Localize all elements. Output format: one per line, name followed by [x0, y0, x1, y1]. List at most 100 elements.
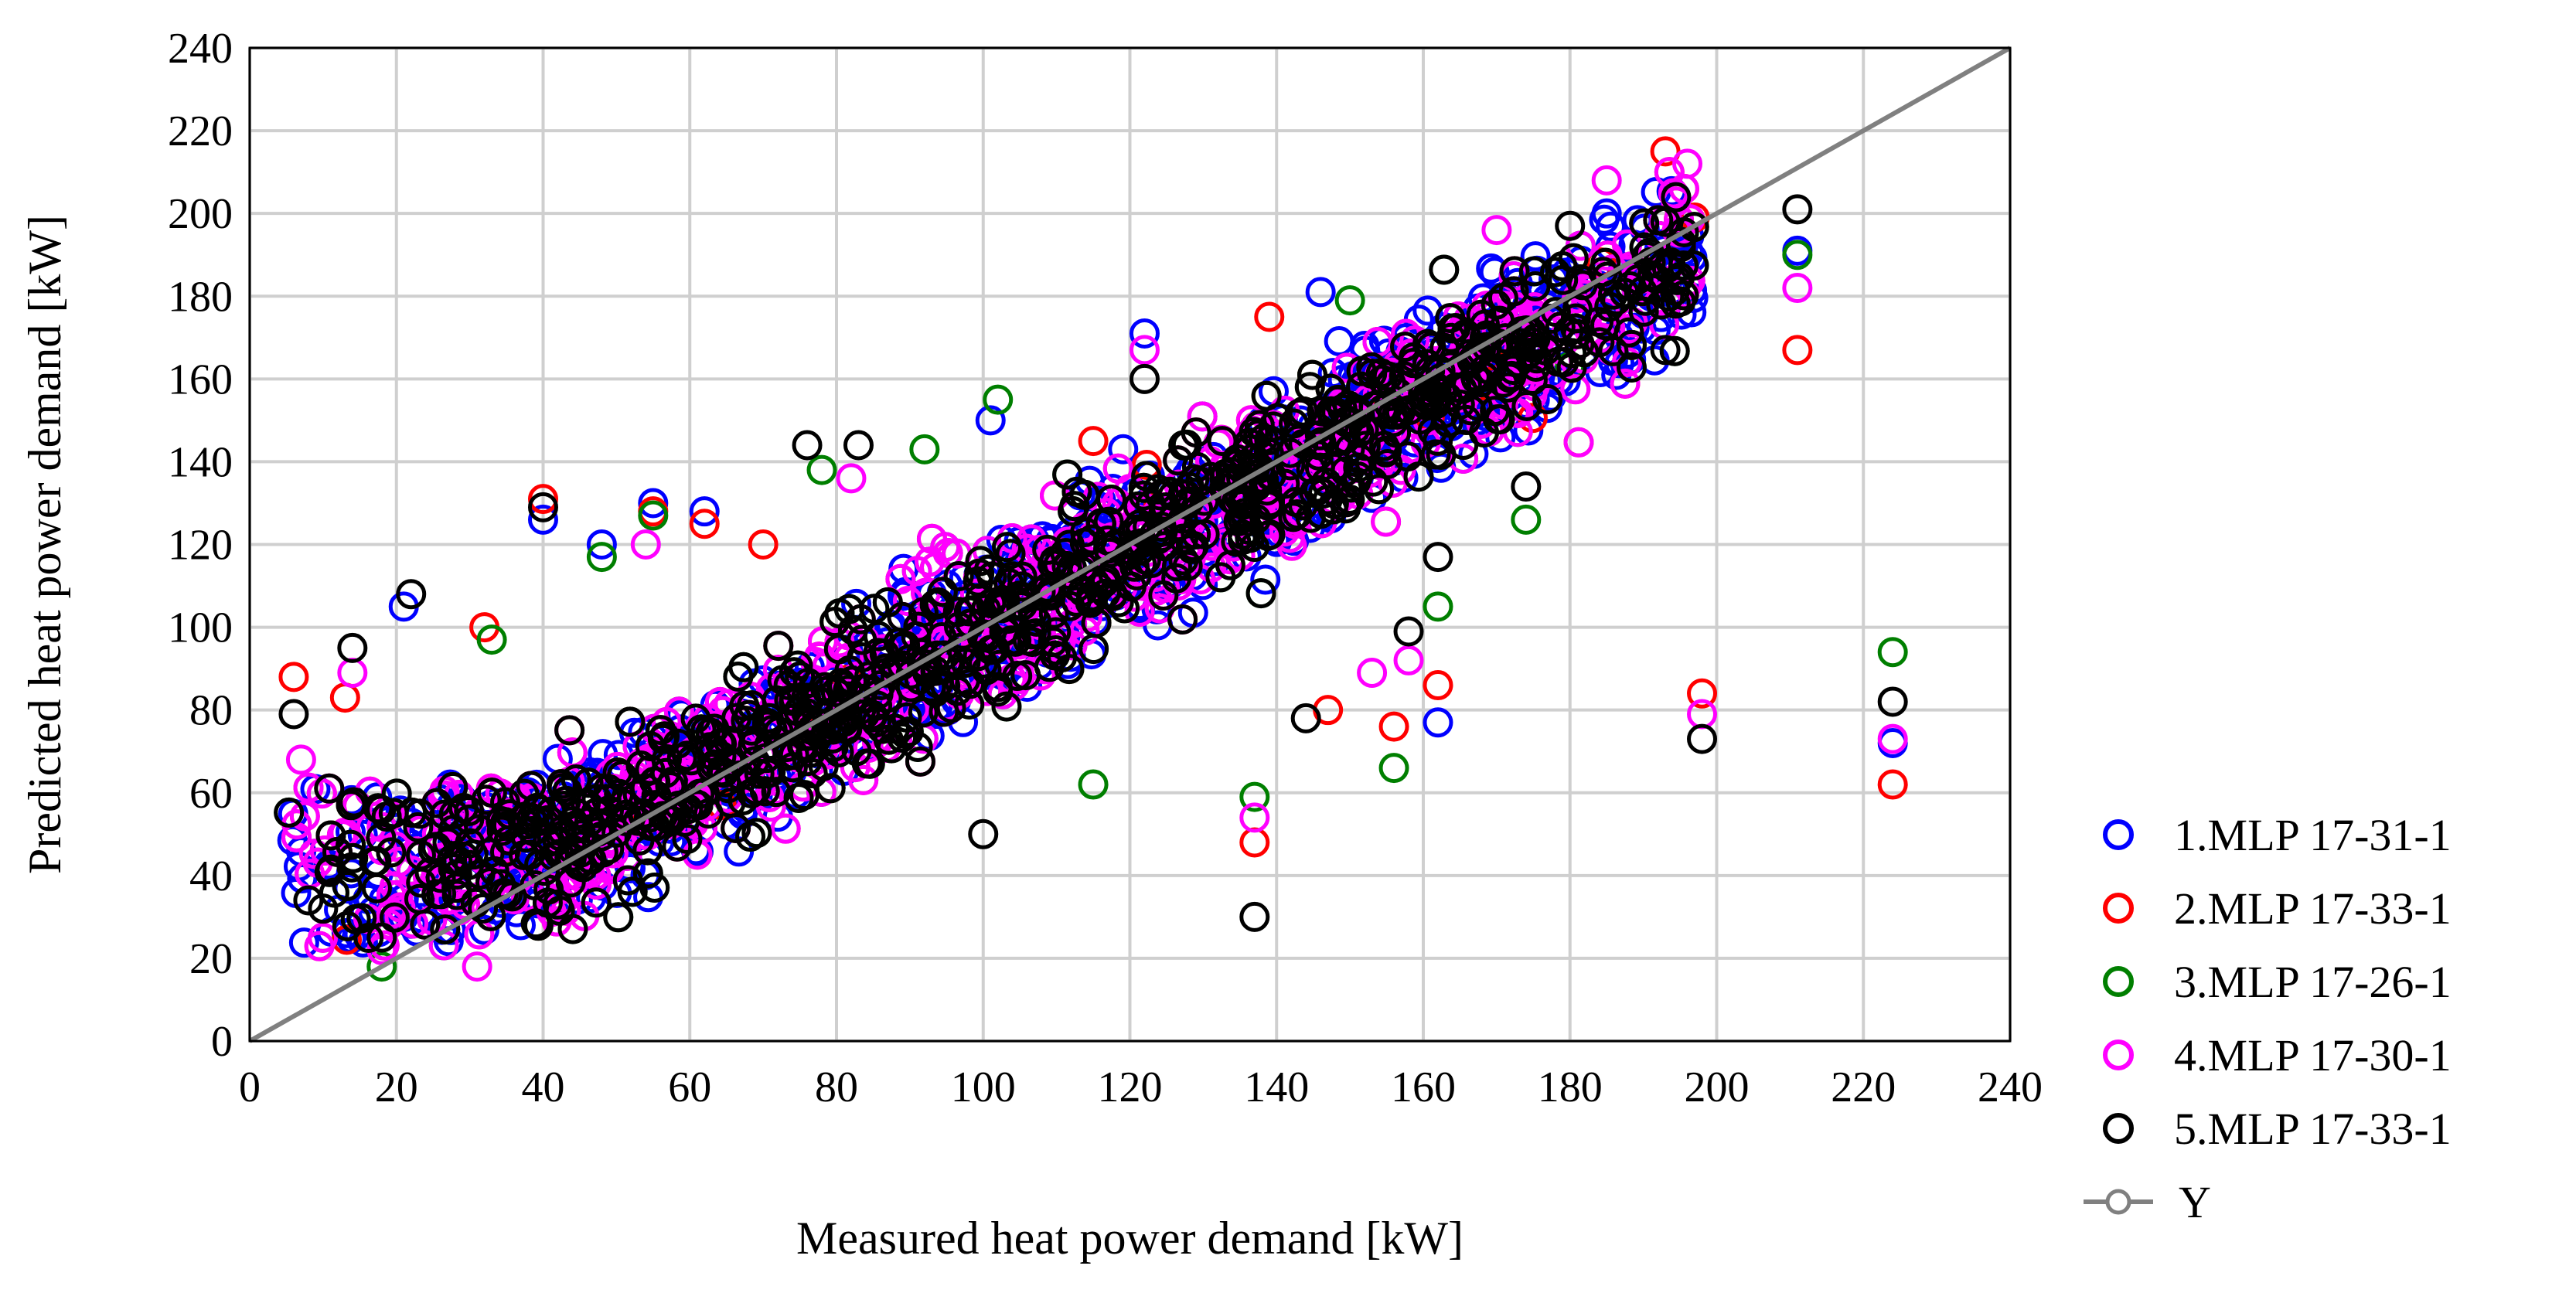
- data-point-outlier: [1393, 616, 1424, 647]
- x-tick-label: 120: [1098, 1063, 1163, 1111]
- data-point-outlier: [1129, 335, 1160, 366]
- y-tick-label: 240: [168, 25, 233, 73]
- data-point: [1583, 306, 1614, 337]
- data-point-outlier: [462, 951, 492, 982]
- data-point: [556, 842, 587, 873]
- data-point-outlier: [528, 492, 558, 522]
- data-point: [908, 697, 939, 728]
- data-point-outlier: [689, 496, 720, 527]
- data-point-outlier: [1129, 318, 1160, 349]
- data-point: [1389, 332, 1420, 362]
- data-point: [1331, 487, 1362, 518]
- data-point-outlier: [638, 488, 669, 519]
- data-point-outlier: [1129, 363, 1160, 394]
- data-point: [1616, 329, 1647, 360]
- data-point: [904, 664, 935, 695]
- data-point-outlier: [1877, 769, 1908, 800]
- data-point: [1564, 328, 1595, 359]
- y-tick-label: 60: [189, 770, 233, 818]
- legend-label: 2.MLP 17-33-1: [2174, 883, 2452, 934]
- data-point: [1148, 580, 1179, 611]
- data-point-outlier: [586, 529, 617, 560]
- x-tick-label: 20: [375, 1063, 418, 1111]
- data-point: [773, 669, 804, 700]
- legend-label: 3.MLP 17-26-1: [2174, 957, 2452, 1007]
- data-point: [554, 715, 585, 746]
- data-point: [1172, 550, 1203, 581]
- data-point: [1251, 380, 1282, 411]
- data-point-outlier: [1782, 273, 1813, 304]
- data-point: [602, 757, 633, 788]
- data-point: [1616, 352, 1647, 383]
- data-point-outlier: [975, 405, 1006, 436]
- legend-marker: [2105, 1189, 2131, 1215]
- data-point: [763, 631, 794, 662]
- y-tick-label: 220: [168, 107, 233, 155]
- data-point: [1128, 480, 1159, 511]
- legend-marker: [2103, 893, 2134, 924]
- data-point-outlier: [1393, 645, 1424, 675]
- data-point: [991, 691, 1022, 722]
- data-point-outlier: [1239, 781, 1270, 812]
- data-point: [639, 873, 670, 903]
- data-point: [380, 831, 411, 862]
- data-point: [603, 902, 634, 933]
- data-point: [632, 858, 663, 889]
- data-point-outlier: [1782, 335, 1813, 366]
- data-point: [789, 730, 819, 761]
- data-point: [1245, 453, 1276, 484]
- data-point-outlier: [792, 430, 823, 461]
- data-point: [339, 787, 370, 818]
- data-point: [1038, 598, 1069, 629]
- data-point-outlier: [476, 624, 507, 655]
- data-point-outlier: [983, 384, 1014, 415]
- legend-marker: [2103, 819, 2134, 850]
- y-tick-label: 20: [189, 935, 233, 983]
- data-point: [414, 857, 445, 888]
- data-point: [1520, 271, 1551, 301]
- data-point: [854, 748, 885, 779]
- data-point: [1083, 573, 1114, 604]
- data-point-outlier: [1782, 194, 1813, 225]
- x-axis-ticks: 0 20 40 60 80 100 120 140 160 180 200 220 240: [239, 1063, 2043, 1111]
- y-tick-label: 200: [168, 190, 233, 238]
- data-point: [454, 849, 485, 880]
- data-point-outlier: [293, 885, 324, 916]
- data-point: [1061, 476, 1092, 507]
- legend-marker: [2103, 1040, 2134, 1070]
- data-point: [1584, 327, 1615, 358]
- data-point: [1021, 618, 1051, 649]
- data-point: [604, 778, 635, 809]
- y-tick-label: 80: [189, 687, 233, 735]
- data-point-outlier: [1591, 198, 1622, 229]
- data-point: [494, 799, 525, 830]
- data-point: [1085, 508, 1116, 539]
- data-point-outlier: [285, 744, 316, 775]
- data-point: [887, 601, 918, 632]
- data-point: [1382, 400, 1412, 430]
- data-point-outlier: [1423, 591, 1453, 622]
- data-point: [1660, 288, 1691, 319]
- data-point-outlier: [1555, 210, 1586, 241]
- data-point: [1069, 527, 1100, 558]
- data-point: [744, 758, 775, 789]
- data-point: [1668, 250, 1699, 281]
- data-point: [922, 587, 953, 618]
- data-point-outlier: [308, 893, 339, 924]
- data-point: [873, 724, 904, 755]
- data-point: [1163, 445, 1194, 476]
- data-point: [523, 910, 554, 941]
- data-point-outlier: [1305, 277, 1336, 308]
- legend-item: 5.MLP 17-33-1: [2103, 1104, 2452, 1154]
- data-point: [1061, 586, 1092, 617]
- y-tick-label: 180: [168, 273, 233, 321]
- data-point: [1547, 251, 1578, 282]
- legend-label: Y: [2179, 1177, 2211, 1227]
- data-point: [1484, 404, 1515, 435]
- data-point: [1245, 578, 1276, 609]
- data-point-outlier: [1481, 215, 1512, 246]
- data-point: [615, 853, 646, 884]
- data-point: [533, 874, 564, 905]
- data-point: [476, 778, 507, 808]
- data-point: [1610, 368, 1641, 399]
